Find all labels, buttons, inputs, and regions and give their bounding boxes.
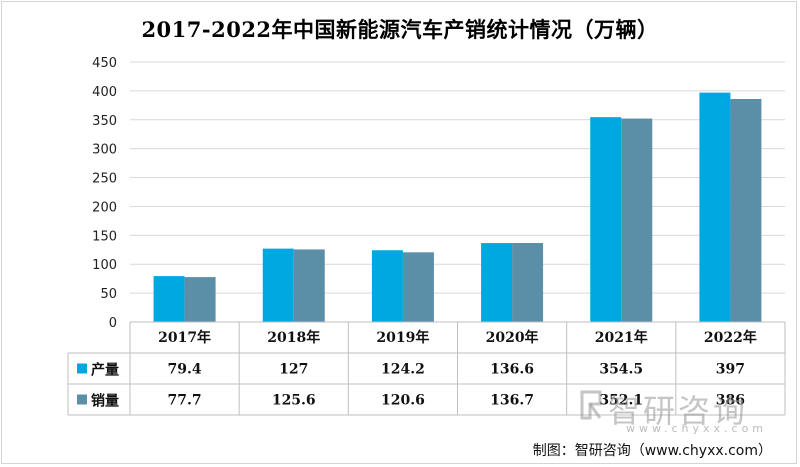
y-tick-label: 400 <box>92 85 117 100</box>
y-tick-label: 150 <box>92 229 117 244</box>
watermark: 智研咨询 www.chyxx.com <box>580 386 780 435</box>
legend-label-sales: 销量 <box>91 393 119 410</box>
legend-key-sales <box>77 394 87 405</box>
chart-title: 2017-2022年中国新能源汽车产销统计情况（万辆） <box>141 17 659 42</box>
y-tick-label: 450 <box>92 56 117 71</box>
table-cell-sales: 120.6 <box>381 393 425 409</box>
bar-production <box>481 243 513 322</box>
y-tick-label: 100 <box>92 258 117 273</box>
bar-sales <box>293 249 325 322</box>
bar-sales <box>184 277 216 322</box>
bar-production <box>699 92 731 322</box>
watermark-text: 智研咨询 <box>608 392 749 430</box>
bar-production <box>262 248 294 322</box>
x-tick-label: 2018年 <box>267 329 320 346</box>
table-cell-sales: 136.7 <box>490 393 534 409</box>
bar-sales <box>621 118 653 322</box>
table-cell-production: 136.6 <box>490 362 534 378</box>
bar-sales <box>512 243 544 322</box>
bar-sales <box>402 252 434 322</box>
y-tick-label: 300 <box>92 143 117 158</box>
table-cell-production: 79.4 <box>168 362 202 378</box>
y-tick-label: 50 <box>100 287 117 302</box>
legend-key-production <box>77 363 87 374</box>
table-cell-production: 127 <box>279 362 308 378</box>
watermark-logo-icon <box>580 390 602 420</box>
y-tick-label: 350 <box>92 114 117 129</box>
table-cell-production: 124.2 <box>381 362 425 378</box>
y-tick-label: 250 <box>92 172 117 187</box>
table-cell-sales: 352.1 <box>599 393 643 409</box>
bar-sales <box>730 98 762 322</box>
x-tick-label: 2021年 <box>595 329 648 346</box>
table-cell-sales: 386 <box>716 393 745 409</box>
y-tick-label: 0 <box>109 316 117 331</box>
source-note: 制图：智研咨询（www.chyxx.com） <box>532 443 772 459</box>
table-cell-sales: 125.6 <box>272 393 316 409</box>
y-tick-label: 200 <box>92 200 117 215</box>
legend-label-production: 产量 <box>91 362 119 379</box>
table-cell-production: 354.5 <box>599 362 643 378</box>
bar-production <box>371 250 403 322</box>
bar-production <box>590 117 622 322</box>
x-tick-label: 2022年 <box>704 329 757 346</box>
bar-production <box>153 276 185 322</box>
table-cell-sales: 77.7 <box>168 393 202 409</box>
x-tick-label: 2019年 <box>376 329 429 346</box>
table-cell-production: 397 <box>716 362 745 378</box>
x-tick-label: 2017年 <box>158 329 211 346</box>
x-tick-label: 2020年 <box>486 329 539 346</box>
watermark-url: www.chyxx.com <box>626 422 768 435</box>
